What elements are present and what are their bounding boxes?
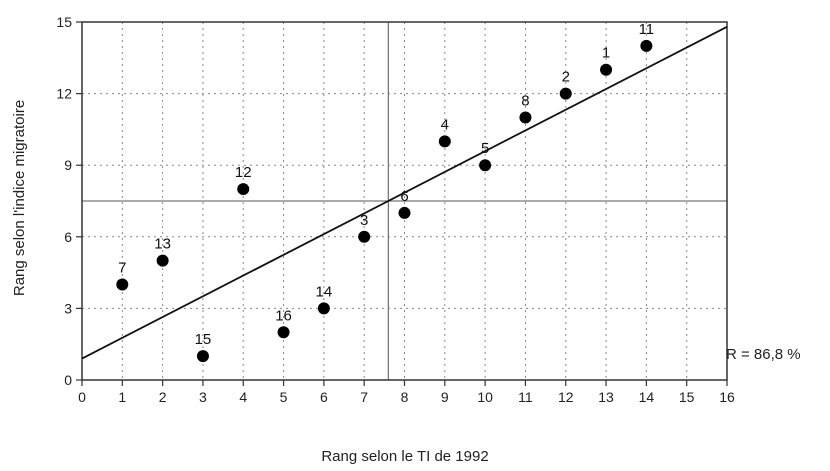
x-tick-label: 0 xyxy=(78,389,86,405)
x-tick-label: 4 xyxy=(239,389,247,405)
point-label: 6 xyxy=(400,188,408,205)
point-label: 4 xyxy=(441,116,449,133)
x-tick-label: 10 xyxy=(477,389,493,405)
y-tick-label: 9 xyxy=(64,157,72,173)
y-tick-label: 3 xyxy=(64,300,72,316)
data-point xyxy=(116,278,129,291)
y-tick-label: 6 xyxy=(64,229,72,245)
regression-line xyxy=(81,25,728,360)
point-label: 16 xyxy=(275,307,292,324)
annotation-r: R = 86,8 % xyxy=(726,346,801,363)
data-point xyxy=(196,350,209,363)
point-label: 11 xyxy=(639,21,655,38)
point-label: 2 xyxy=(562,69,570,86)
data-point xyxy=(519,111,532,124)
x-tick-label: 5 xyxy=(280,389,288,405)
point-label: 15 xyxy=(195,331,212,348)
x-tick-label: 8 xyxy=(401,389,409,405)
point-label: 8 xyxy=(521,92,529,109)
point-label: 3 xyxy=(360,212,368,229)
point-label: 13 xyxy=(154,236,171,253)
point-label: 1 xyxy=(602,45,610,62)
x-tick-label: 14 xyxy=(639,389,655,405)
x-tick-label: 15 xyxy=(679,389,695,405)
x-tick-label: 16 xyxy=(719,389,735,405)
x-tick-label: 12 xyxy=(558,389,574,405)
data-point xyxy=(317,302,330,315)
x-tick-label: 7 xyxy=(360,389,368,405)
x-tick-label: 2 xyxy=(159,389,167,405)
data-point xyxy=(398,206,411,219)
x-tick-label: 6 xyxy=(320,389,328,405)
data-point xyxy=(438,135,451,148)
x-tick-label: 1 xyxy=(118,389,126,405)
x-tick-label: 11 xyxy=(518,389,533,405)
data-point xyxy=(479,159,492,172)
data-point xyxy=(277,326,290,339)
x-tick-label: 13 xyxy=(598,389,614,405)
data-point xyxy=(640,39,653,52)
x-tick-label: 9 xyxy=(441,389,449,405)
point-label: 5 xyxy=(481,140,489,157)
data-point xyxy=(156,254,169,267)
y-tick-label: 0 xyxy=(64,372,72,388)
point-label: 12 xyxy=(235,164,252,181)
y-tick-label: 15 xyxy=(56,14,72,30)
point-label: 7 xyxy=(118,260,126,277)
data-point xyxy=(559,87,572,100)
point-label: 14 xyxy=(316,283,333,300)
y-axis-title: Rang selon l'indice migratoire xyxy=(11,100,28,296)
y-tick-label: 12 xyxy=(56,86,72,102)
x-axis-title: Rang selon le TI de 1992 xyxy=(321,448,488,465)
data-point xyxy=(237,183,250,196)
x-tick-label: 3 xyxy=(199,389,207,405)
data-point xyxy=(600,63,613,76)
data-point xyxy=(358,230,371,243)
